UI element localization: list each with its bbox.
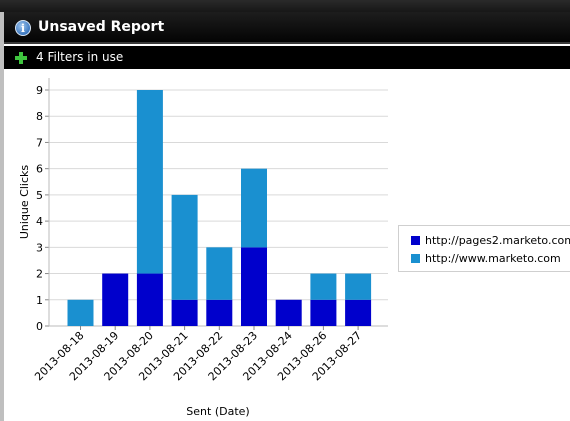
bars — [67, 90, 372, 326]
filters-in-use-label[interactable]: 4 Filters in use — [36, 50, 124, 64]
tick-labels: 01234567892013-08-182013-08-192013-08-20… — [32, 84, 364, 383]
y-tick-label: 7 — [36, 136, 43, 149]
bar-2013-08-20-series-1[interactable] — [136, 273, 163, 326]
legend-label: http://pages2.marketo.com — [425, 234, 570, 247]
bar-2013-08-18-series-2[interactable] — [67, 299, 94, 326]
legend-swatch-pages2 — [411, 236, 420, 245]
y-tick-label: 5 — [36, 189, 43, 202]
y-tick-label: 2 — [36, 268, 43, 281]
bar-2013-08-26-series-2[interactable] — [310, 273, 337, 300]
y-tick-label: 9 — [36, 84, 43, 97]
report-title: Unsaved Report — [38, 19, 165, 35]
legend-label: http://www.marketo.com — [425, 252, 561, 265]
bar-2013-08-21-series-1[interactable] — [171, 299, 198, 326]
filter-bar[interactable]: 4 Filters in use — [4, 46, 570, 69]
y-tick-label: 8 — [36, 110, 43, 123]
y-axis-label: Unique Clicks — [18, 165, 31, 240]
x-axis-label: Sent (Date) — [186, 405, 249, 418]
legend-item-www: http://www.marketo.com — [411, 252, 561, 268]
bar-2013-08-23-series-2[interactable] — [241, 168, 267, 248]
add-filter-icon[interactable] — [15, 52, 27, 64]
y-tick-label: 1 — [36, 294, 43, 307]
left-border — [0, 12, 4, 421]
report-title-bar: i Unsaved Report — [4, 12, 570, 44]
window-top-bar — [0, 0, 570, 12]
info-icon[interactable]: i — [15, 20, 31, 36]
bar-2013-08-19-series-1[interactable] — [102, 273, 129, 326]
y-tick-label: 4 — [36, 215, 43, 228]
bar-2013-08-27-series-2[interactable] — [345, 273, 372, 300]
legend-item-pages2: http://pages2.marketo.com — [411, 234, 570, 250]
legend-swatch-www — [411, 254, 420, 263]
bar-2013-08-27-series-1[interactable] — [345, 299, 372, 326]
bar-2013-08-22-series-1[interactable] — [206, 299, 233, 326]
bar-2013-08-26-series-1[interactable] — [310, 299, 337, 326]
chart-legend: http://pages2.marketo.com http://www.mar… — [398, 225, 570, 272]
bar-2013-08-24-series-1[interactable] — [275, 299, 302, 326]
y-tick-label: 3 — [36, 241, 43, 254]
bar-2013-08-23-series-1[interactable] — [241, 247, 267, 326]
bar-2013-08-22-series-2[interactable] — [206, 247, 233, 300]
bar-2013-08-20-series-2[interactable] — [136, 90, 163, 274]
bar-2013-08-21-series-2[interactable] — [171, 194, 198, 300]
y-tick-label: 0 — [36, 320, 43, 333]
y-tick-label: 6 — [36, 163, 43, 176]
